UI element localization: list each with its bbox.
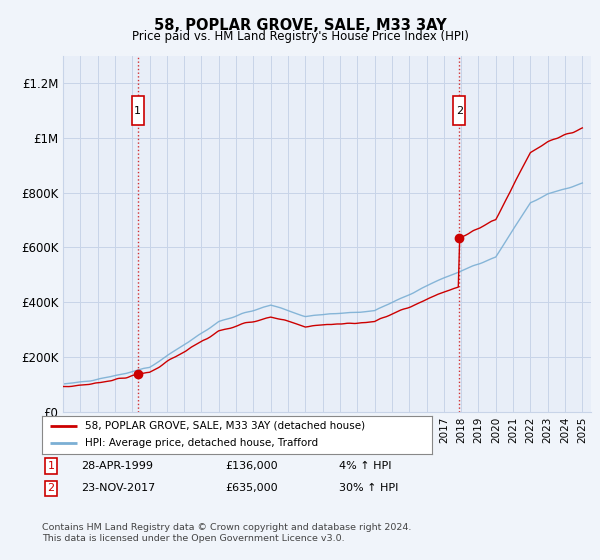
Text: 30% ↑ HPI: 30% ↑ HPI <box>339 483 398 493</box>
Text: 58, POPLAR GROVE, SALE, M33 3AY: 58, POPLAR GROVE, SALE, M33 3AY <box>154 18 446 33</box>
FancyBboxPatch shape <box>454 96 466 125</box>
Text: 58, POPLAR GROVE, SALE, M33 3AY (detached house): 58, POPLAR GROVE, SALE, M33 3AY (detache… <box>85 421 365 431</box>
Text: 4% ↑ HPI: 4% ↑ HPI <box>339 461 391 471</box>
Text: 2: 2 <box>456 106 463 116</box>
Text: 28-APR-1999: 28-APR-1999 <box>81 461 153 471</box>
Text: 23-NOV-2017: 23-NOV-2017 <box>81 483 155 493</box>
Text: £136,000: £136,000 <box>225 461 278 471</box>
Text: £635,000: £635,000 <box>225 483 278 493</box>
Text: Contains HM Land Registry data © Crown copyright and database right 2024.
This d: Contains HM Land Registry data © Crown c… <box>42 524 412 543</box>
Text: 2: 2 <box>47 483 55 493</box>
Text: 1: 1 <box>47 461 55 471</box>
Text: HPI: Average price, detached house, Trafford: HPI: Average price, detached house, Traf… <box>85 438 318 449</box>
FancyBboxPatch shape <box>132 96 144 125</box>
Text: 1: 1 <box>134 106 141 116</box>
Text: Price paid vs. HM Land Registry's House Price Index (HPI): Price paid vs. HM Land Registry's House … <box>131 30 469 43</box>
